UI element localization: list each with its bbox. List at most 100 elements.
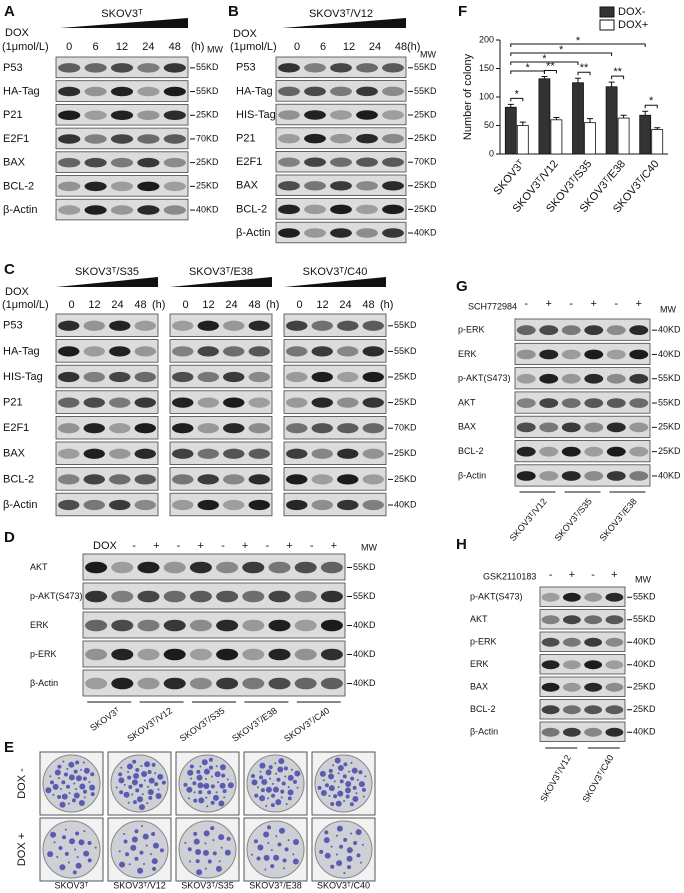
time: 48 <box>248 299 260 311</box>
colony <box>317 785 322 790</box>
row-label: HA-Tag <box>236 85 273 97</box>
colony <box>337 764 344 771</box>
colony <box>188 860 191 863</box>
band <box>248 423 270 434</box>
band <box>330 228 352 238</box>
colony <box>349 802 354 807</box>
colony <box>346 847 353 854</box>
band <box>562 727 581 737</box>
blot-strip <box>55 364 159 389</box>
colony <box>193 838 200 845</box>
colony <box>59 801 66 808</box>
colony <box>265 786 272 793</box>
colony <box>68 774 75 781</box>
significance: * <box>542 53 547 65</box>
colony <box>212 839 215 842</box>
blot-strip <box>539 609 626 630</box>
band <box>311 499 333 511</box>
band <box>223 371 245 383</box>
band <box>561 446 581 457</box>
band <box>223 320 245 331</box>
band <box>362 448 384 459</box>
colony <box>147 789 154 796</box>
colony <box>140 765 143 768</box>
blot-strip <box>539 586 626 607</box>
blot-strip <box>283 415 387 440</box>
panel-label: E <box>4 739 14 756</box>
band <box>516 446 536 457</box>
blot-strip <box>539 631 626 652</box>
dose-wedge <box>284 277 386 287</box>
band <box>109 474 131 485</box>
band <box>606 325 626 336</box>
band <box>278 228 300 238</box>
colony <box>184 841 187 844</box>
band <box>584 660 603 670</box>
colony <box>128 863 131 866</box>
colony <box>267 825 272 830</box>
row-label: HIS-Tag <box>236 109 276 121</box>
colony <box>350 832 353 835</box>
band <box>189 619 212 632</box>
mw-label: 40KD <box>353 649 376 659</box>
significance: * <box>525 62 530 74</box>
colony <box>281 781 286 786</box>
band <box>268 561 291 574</box>
dose-wedge <box>282 18 406 28</box>
band <box>134 448 156 459</box>
band <box>337 397 359 408</box>
band <box>584 637 603 647</box>
colony <box>68 761 75 768</box>
band <box>134 474 156 485</box>
band <box>337 448 359 459</box>
band <box>163 648 186 661</box>
condition: + <box>331 540 337 552</box>
band <box>58 86 81 97</box>
colony <box>141 793 144 796</box>
band <box>268 677 291 690</box>
colony <box>205 796 208 799</box>
colony <box>49 775 52 778</box>
unit: (h) <box>380 299 393 311</box>
colony <box>157 773 164 780</box>
colony <box>134 856 139 861</box>
colony <box>59 788 62 791</box>
blot-strip <box>275 103 407 126</box>
blot-strip <box>169 415 273 440</box>
colony <box>353 841 358 846</box>
row-label: P53 <box>3 320 23 332</box>
colony <box>118 850 121 853</box>
band <box>356 181 378 191</box>
colony <box>151 858 158 865</box>
band <box>561 422 581 433</box>
panel-title: SKOV3ᵀ/V12 <box>309 8 373 20</box>
colony <box>323 837 330 844</box>
colony <box>75 831 80 836</box>
band <box>629 373 649 384</box>
row-label: BAX <box>458 422 476 432</box>
band <box>58 499 80 511</box>
colony <box>272 786 279 793</box>
colony <box>148 795 153 800</box>
band <box>356 133 378 144</box>
row-label: HIS-Tag <box>3 371 43 383</box>
colony <box>146 785 149 788</box>
colony <box>336 860 343 867</box>
cell-line: SKOV3ᵀ <box>55 880 89 890</box>
row-label: BCL-2 <box>470 704 496 714</box>
row-label: p-ERK <box>458 325 485 335</box>
colony <box>154 772 157 775</box>
colony <box>267 841 270 844</box>
colony <box>328 794 331 797</box>
colony <box>127 770 130 773</box>
row-label: AKT <box>30 562 48 572</box>
mw-header: MW <box>635 574 651 584</box>
band <box>606 373 626 384</box>
band <box>304 181 326 191</box>
band <box>605 705 624 715</box>
band <box>109 320 131 331</box>
colony <box>82 761 85 764</box>
legend-label: DOX- <box>618 6 646 18</box>
band <box>137 134 160 144</box>
band <box>606 422 626 433</box>
